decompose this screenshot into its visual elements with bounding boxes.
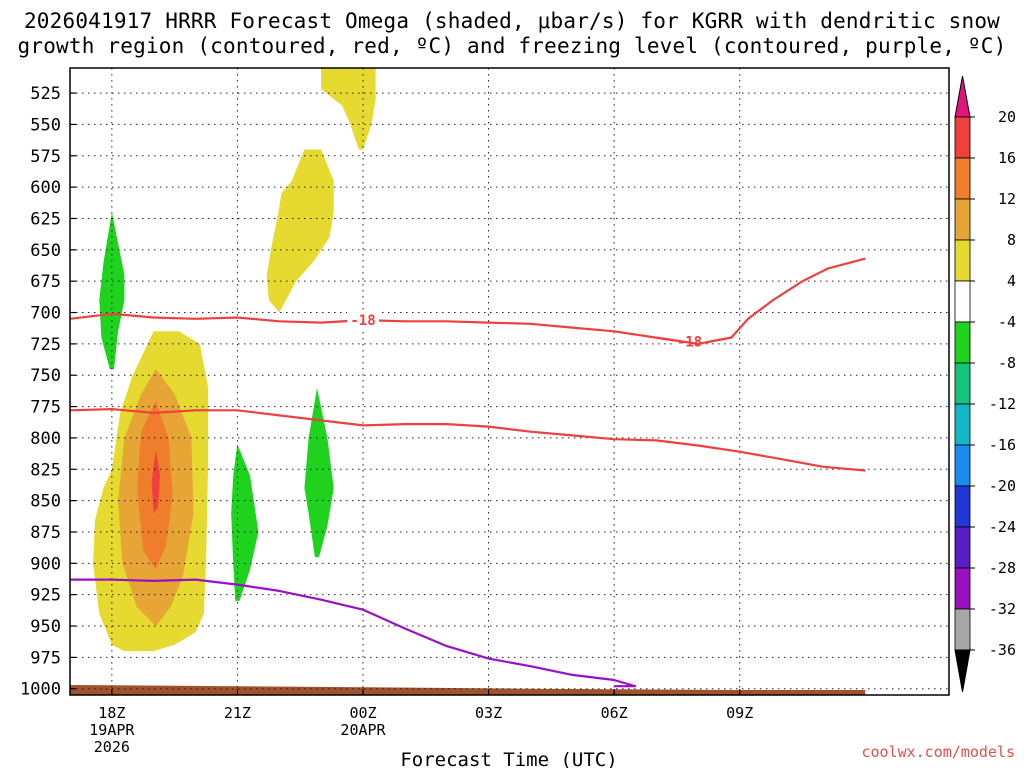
x-tick-label: 09Z bbox=[726, 704, 753, 722]
colorbar-label: -32 bbox=[989, 600, 1016, 618]
colorbar-label: -12 bbox=[989, 395, 1016, 413]
y-tick-label: 950 bbox=[30, 617, 61, 637]
x-tick-label: 00Z bbox=[349, 704, 376, 722]
colorbar-box bbox=[954, 239, 971, 282]
contour-layer: -18 -18 bbox=[69, 257, 866, 688]
colorbar-box bbox=[954, 116, 971, 159]
y-tick-label: 775 bbox=[30, 398, 61, 418]
y-tick-label: 875 bbox=[30, 523, 61, 543]
colorbar-label: 4 bbox=[1007, 272, 1016, 290]
y-tick-label: 825 bbox=[30, 460, 61, 480]
dgz-top-label: -18 bbox=[350, 313, 375, 329]
colorbar-box bbox=[954, 526, 971, 569]
credit-text: coolwx.com/models bbox=[861, 743, 1015, 761]
y-tick-label: 525 bbox=[30, 84, 61, 104]
dgz-top-line-segment bbox=[655, 336, 732, 346]
colorbar-label: 12 bbox=[998, 190, 1016, 208]
colorbar-label: 16 bbox=[998, 149, 1016, 167]
x-axis-label: Forecast Time (UTC) bbox=[400, 749, 617, 768]
colorbar-bottom-triangle bbox=[954, 649, 971, 693]
omega-upper-positive bbox=[266, 149, 334, 313]
ground-layer bbox=[70, 685, 866, 695]
colorbar-box bbox=[954, 608, 971, 651]
colorbar-top-triangle bbox=[954, 75, 971, 118]
x-tick-label: 18Z bbox=[98, 704, 125, 722]
colorbar-label: -36 bbox=[989, 641, 1016, 659]
colorbar-label: -4 bbox=[998, 313, 1016, 331]
y-tick-label: 900 bbox=[30, 554, 61, 574]
dgz-top-label-bg-2 bbox=[673, 333, 706, 350]
y-tick-label: 925 bbox=[30, 586, 61, 606]
y-tick-label: 700 bbox=[30, 304, 61, 324]
colorbar-box bbox=[954, 567, 971, 610]
x-tick-label: 21Z bbox=[224, 704, 251, 722]
omega-main-16 bbox=[151, 450, 160, 514]
colorbar-label: -28 bbox=[989, 559, 1016, 577]
dgz-top-line bbox=[69, 257, 866, 345]
y-tick-label: 750 bbox=[30, 366, 61, 386]
y-tick-label: 625 bbox=[30, 209, 61, 229]
colorbar-label: -24 bbox=[989, 518, 1016, 536]
omega-shading-layer bbox=[93, 68, 376, 652]
colorbar-label: -20 bbox=[989, 477, 1016, 495]
title-line-1: 2026041917 HRRR Forecast Omega (shaded, … bbox=[24, 9, 1000, 33]
y-tick-label: 975 bbox=[30, 648, 61, 668]
chart-title: 2026041917 HRRR Forecast Omega (shaded, … bbox=[18, 9, 1007, 58]
colorbar-box bbox=[954, 157, 971, 200]
y-tick-label: 675 bbox=[30, 272, 61, 292]
colorbar-label: 20 bbox=[998, 108, 1016, 126]
dgz-top-label-2: -18 bbox=[677, 334, 702, 350]
colorbar: 20 16 12 8 4 -4 -8 -12 -16 -20 -24 -28 -32 -36 bbox=[954, 75, 1016, 693]
colorbar-box bbox=[954, 321, 971, 364]
y-tick-label: 800 bbox=[30, 429, 61, 449]
colorbar-box bbox=[954, 362, 971, 405]
x-tick-label: 20APR bbox=[340, 721, 386, 739]
colorbar-label: 8 bbox=[1007, 231, 1016, 249]
colorbar-label: -8 bbox=[998, 354, 1016, 372]
colorbar-box bbox=[954, 444, 971, 487]
plot-frame bbox=[69, 67, 950, 696]
y-tick-label: 650 bbox=[30, 241, 61, 261]
y-axis-ticks: 525 550 575 600 625 650 675 700 725 750 775 800 825 8… bbox=[20, 84, 76, 700]
colorbar-box bbox=[954, 280, 971, 323]
colorbar-box bbox=[954, 198, 971, 241]
x-tick-label: 19APR bbox=[89, 721, 135, 739]
x-tick-label: 06Z bbox=[601, 704, 628, 722]
omega-center-negative bbox=[231, 444, 259, 601]
colorbar-box bbox=[954, 485, 971, 528]
y-tick-label: 725 bbox=[30, 335, 61, 355]
y-tick-label: 575 bbox=[30, 147, 61, 167]
omega-top-positive bbox=[321, 68, 376, 150]
colorbar-box bbox=[954, 403, 971, 446]
y-tick-label: 850 bbox=[30, 492, 61, 512]
grid-layer bbox=[70, 68, 949, 695]
freezing-level-line bbox=[70, 578, 637, 688]
x-tick-label: 03Z bbox=[475, 704, 502, 722]
y-tick-label: 550 bbox=[30, 115, 61, 135]
dgz-bottom-line bbox=[69, 408, 866, 472]
ground-fill bbox=[70, 685, 866, 695]
omega-mid-negative bbox=[304, 387, 334, 558]
title-line-2: growth region (contoured, red, ºC) and f… bbox=[18, 34, 1007, 58]
y-tick-label: 1000 bbox=[20, 680, 61, 700]
x-tick-label: 2026 bbox=[94, 738, 130, 756]
y-tick-label: 600 bbox=[30, 178, 61, 198]
colorbar-label: -16 bbox=[989, 436, 1016, 454]
dgz-top-label-bg bbox=[347, 312, 379, 329]
